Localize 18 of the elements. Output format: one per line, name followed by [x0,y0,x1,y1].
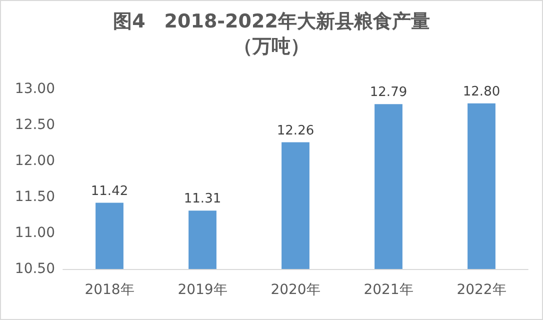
x-tick-label: 2019年 [178,282,228,298]
data-label: 11.31 [184,192,222,207]
y-tick-label: 12.50 [14,117,55,133]
data-label: 11.42 [90,184,128,199]
data-label: 12.80 [462,84,500,100]
y-tick-label: 13.00 [14,81,55,97]
x-tick-label: 2021年 [364,282,414,298]
y-tick-label: 12.00 [14,153,55,169]
x-tick-label: 2018年 [84,282,134,298]
chart-title: 图4 2018-2022年大新县粮食产量 [113,10,430,32]
y-tick-label: 11.00 [14,225,55,241]
data-label: 12.26 [276,123,314,138]
y-tick-label: 10.50 [14,261,55,277]
chart-subtitle: （万吨） [234,36,310,58]
x-tick-label: 2020年 [270,282,320,298]
x-tick-label: 2022年 [456,282,506,298]
y-tick-label: 11.50 [14,189,55,205]
data-label: 12.79 [370,85,408,100]
